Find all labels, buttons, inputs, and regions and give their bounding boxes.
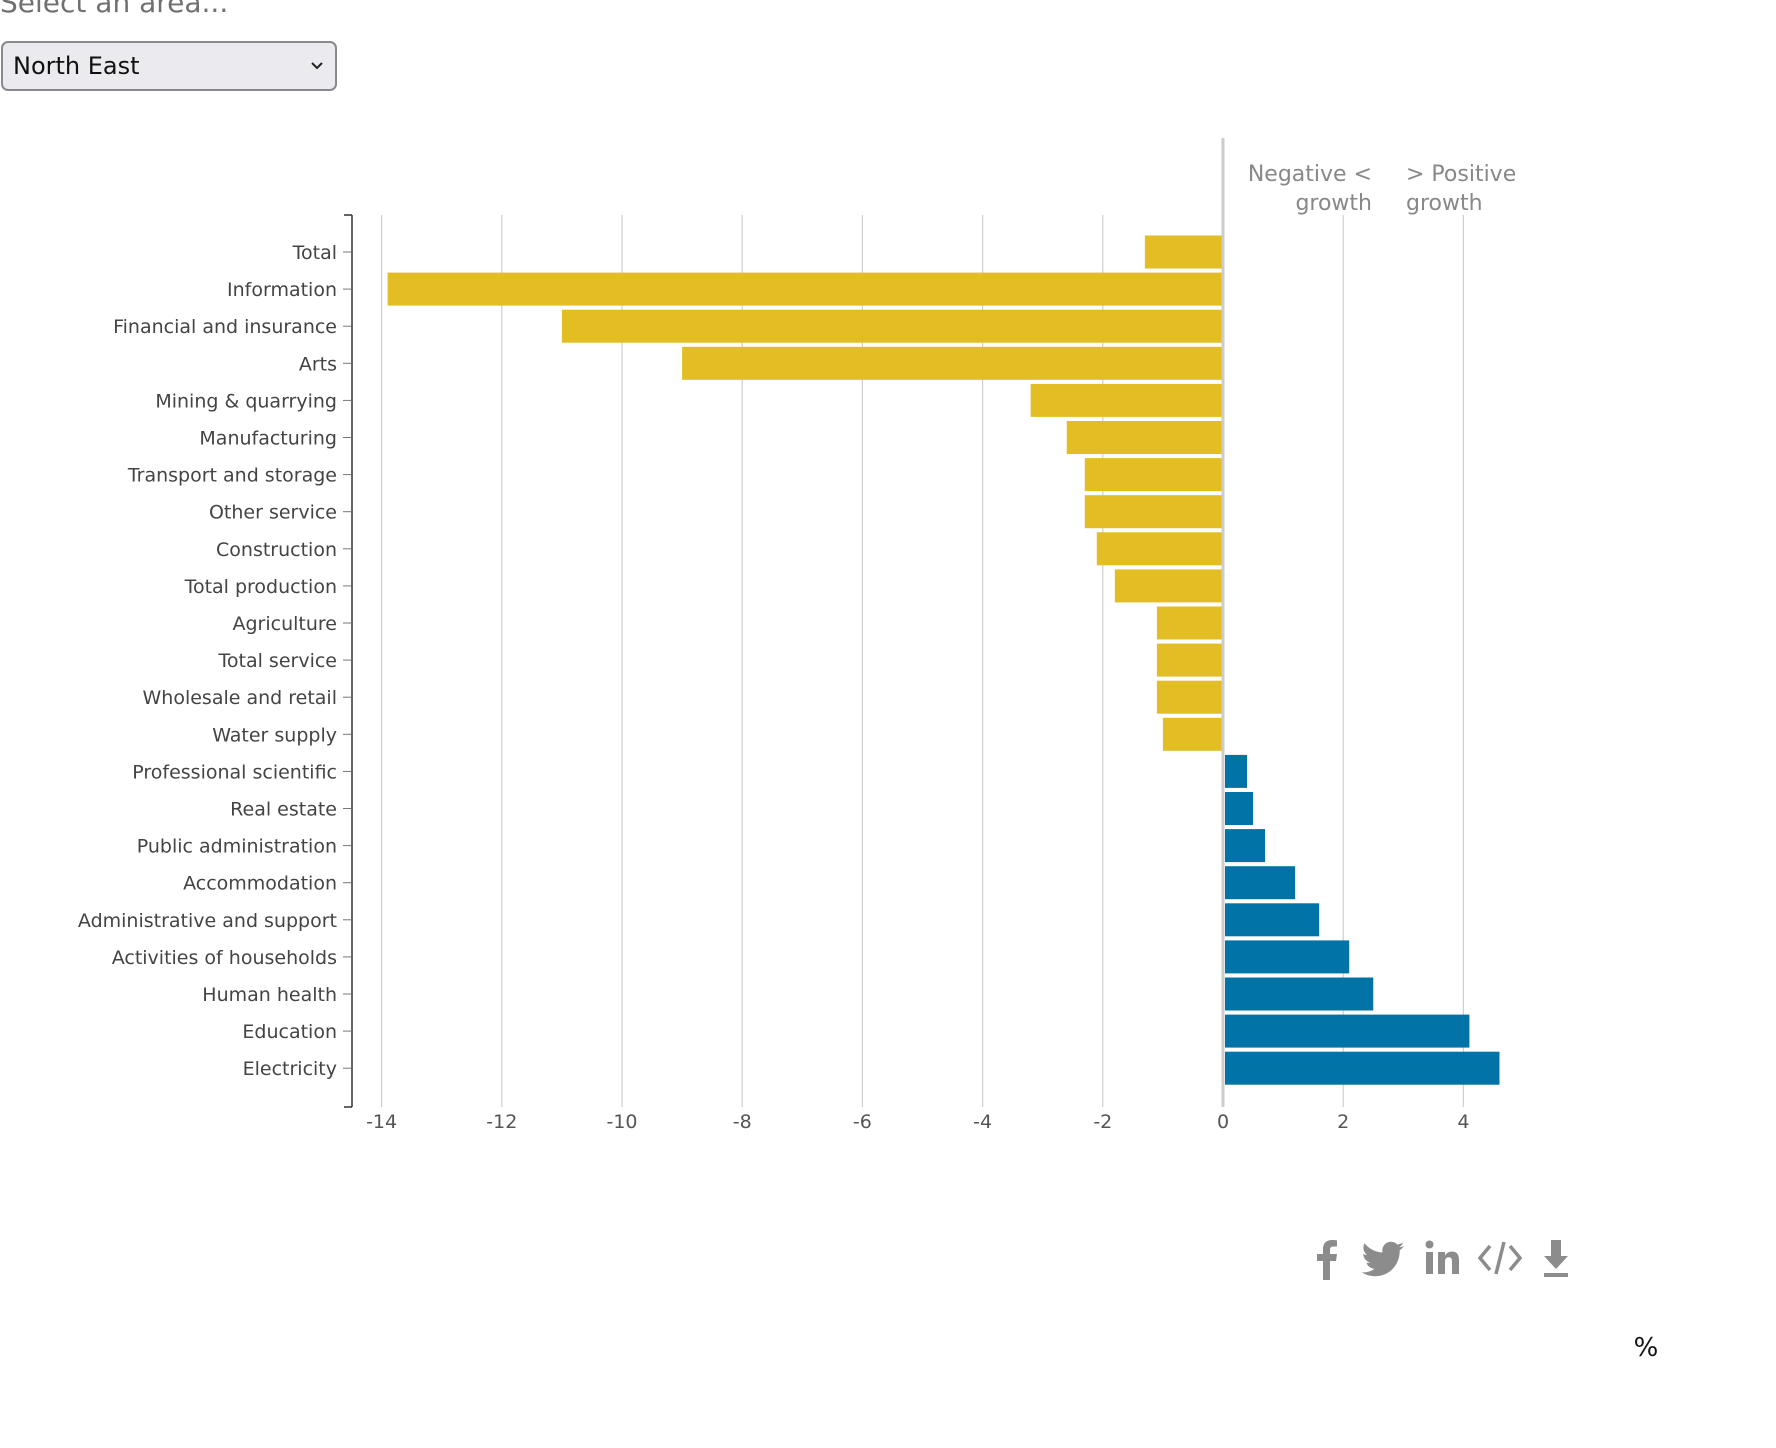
bar[interactable] xyxy=(1225,977,1374,1011)
category-label: Mining & quarrying xyxy=(155,390,337,412)
category-label: Information xyxy=(227,279,337,301)
x-tick-label: -10 xyxy=(606,1111,637,1133)
bar[interactable] xyxy=(1144,235,1222,269)
area-select-label: Select an area... xyxy=(0,0,229,19)
bar[interactable] xyxy=(1156,606,1222,640)
bar[interactable] xyxy=(1225,1014,1470,1048)
bar[interactable] xyxy=(1084,495,1222,529)
bar[interactable] xyxy=(1030,383,1222,417)
x-tick-label: 4 xyxy=(1457,1111,1469,1133)
category-label: Wholesale and retail xyxy=(143,687,338,709)
category-label: Public administration xyxy=(137,836,337,858)
x-tick-label: -2 xyxy=(1093,1111,1112,1133)
negative-growth-note-line2: growth xyxy=(1295,191,1372,216)
bar[interactable] xyxy=(1156,680,1222,714)
bar[interactable] xyxy=(1096,532,1222,566)
bar[interactable] xyxy=(561,309,1222,343)
grid-lines xyxy=(381,138,1465,1107)
bar[interactable] xyxy=(1114,569,1222,603)
bar[interactable] xyxy=(1225,1051,1500,1085)
category-label: Professional scientific xyxy=(132,761,337,783)
category-label: Manufacturing xyxy=(199,428,337,450)
category-label: Transport and storage xyxy=(127,465,337,487)
facebook-icon[interactable] xyxy=(1310,1236,1346,1280)
bar[interactable] xyxy=(1084,458,1222,492)
positive-growth-note-line2: growth xyxy=(1406,191,1483,216)
bar[interactable] xyxy=(682,346,1222,380)
x-tick-label: -8 xyxy=(733,1111,752,1133)
share-toolbar xyxy=(1310,1236,1570,1284)
category-label: Construction xyxy=(216,539,337,561)
chevron-down-icon xyxy=(311,62,323,70)
category-label: Total production xyxy=(184,576,337,598)
category-label: Administrative and support xyxy=(78,910,337,932)
y-axis xyxy=(343,214,353,1108)
download-icon[interactable] xyxy=(1542,1236,1570,1280)
embed-code-icon[interactable] xyxy=(1478,1236,1522,1280)
category-label: Accommodation xyxy=(183,873,337,895)
category-label: Education xyxy=(242,1021,337,1043)
x-tick-label: 2 xyxy=(1337,1111,1349,1133)
category-label: Real estate xyxy=(230,799,337,821)
bar[interactable] xyxy=(1225,903,1320,937)
bar[interactable] xyxy=(1225,792,1254,825)
bar[interactable] xyxy=(1225,940,1350,974)
area-select-dropdown[interactable]: North East xyxy=(1,41,337,91)
linkedin-icon[interactable] xyxy=(1424,1236,1460,1280)
x-axis-unit-label: % xyxy=(1634,1333,1659,1363)
bar[interactable] xyxy=(1156,643,1222,677)
x-tick-label: -12 xyxy=(486,1111,517,1133)
category-label: Total xyxy=(292,242,337,264)
bar[interactable] xyxy=(1225,829,1266,863)
twitter-icon[interactable] xyxy=(1360,1236,1406,1280)
bars xyxy=(387,235,1500,1085)
x-tick-label: -4 xyxy=(973,1111,992,1133)
category-labels: Total Information Financial and insurance A… xyxy=(78,242,337,1080)
category-label: Financial and insurance xyxy=(113,316,337,338)
category-label: Other service xyxy=(209,502,337,524)
negative-growth-note-line1: Negative < xyxy=(1248,162,1372,187)
x-tick-label: 0 xyxy=(1217,1111,1229,1133)
bar[interactable] xyxy=(1225,754,1248,788)
area-select-value: North East xyxy=(13,52,140,80)
positive-growth-note-line1: > Positive xyxy=(1406,162,1516,187)
bar[interactable] xyxy=(387,272,1222,306)
category-label: Total service xyxy=(218,650,337,672)
category-label: Water supply xyxy=(212,724,337,746)
x-axis-ticks: -14 -12 -10 -8 -6 -4 -2 0 2 4 xyxy=(366,1111,1469,1133)
category-label: Activities of households xyxy=(112,947,337,969)
bar[interactable] xyxy=(1225,866,1296,900)
category-label: Human health xyxy=(202,984,337,1006)
bar[interactable] xyxy=(1162,717,1222,751)
category-label: Electricity xyxy=(243,1058,337,1080)
category-label: Agriculture xyxy=(233,613,338,635)
category-label: Arts xyxy=(299,353,337,375)
bar[interactable] xyxy=(1066,421,1222,454)
x-tick-label: -6 xyxy=(853,1111,872,1133)
x-tick-label: -14 xyxy=(366,1111,397,1133)
